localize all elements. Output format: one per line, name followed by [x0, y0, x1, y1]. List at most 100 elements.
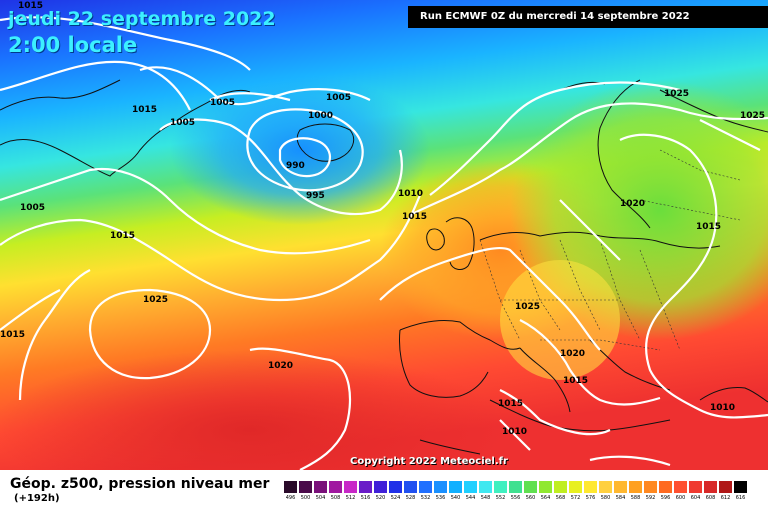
legend-swatch: [508, 480, 523, 494]
legend-label: 588: [630, 495, 641, 501]
low-pressure-core: [170, 75, 430, 225]
legend-swatch: [478, 480, 493, 494]
coastlines: [0, 79, 768, 455]
legend-label: 564: [540, 495, 551, 501]
legend-label: 592: [645, 495, 656, 501]
country-borders: [479, 149, 741, 351]
legend-swatch: [418, 480, 433, 494]
legend-swatch: [433, 480, 448, 494]
legend-swatch: [688, 480, 703, 494]
legend-label: 544: [465, 495, 476, 501]
legend-label: 576: [585, 495, 596, 501]
legend-swatch: [568, 480, 583, 494]
legend-swatch: [718, 480, 733, 494]
forecast-date: jeudi 22 septembre 2022: [8, 8, 276, 30]
legend-swatch: [358, 480, 373, 494]
legend-swatch: [298, 480, 313, 494]
isobar-label: 995: [306, 191, 325, 201]
legend-label: 596: [660, 495, 671, 501]
legend-swatch: [328, 480, 343, 494]
isobar-label: 1015: [110, 231, 135, 241]
legend-swatch: [598, 480, 613, 494]
model-run-label: Run ECMWF 0Z du mercredi 14 septembre 20…: [408, 6, 768, 28]
legend-swatch: [448, 480, 463, 494]
legend-label: 572: [570, 495, 581, 501]
isobar-label: 1015: [563, 376, 588, 386]
isobar-label: 1025: [664, 89, 689, 99]
legend-label: 584: [615, 495, 626, 501]
isobars: [0, 16, 768, 470]
isobar-label: 1010: [398, 189, 423, 199]
legend-swatch: [343, 480, 358, 494]
legend-label: 504: [315, 495, 326, 501]
isobar-label: 1025: [740, 111, 765, 121]
legend-swatch: [613, 480, 628, 494]
legend-label: 528: [405, 495, 416, 501]
legend-swatch: [493, 480, 508, 494]
yellow-band-europe: [500, 260, 620, 380]
isobar-label: 1015: [696, 222, 721, 232]
forecast-lead-time: (+192h): [14, 493, 60, 504]
isobar-label: 1005: [20, 203, 45, 213]
legend-swatch: [733, 480, 748, 494]
legend-swatch: [703, 480, 718, 494]
legend-label: 516: [360, 495, 371, 501]
forecast-time: 2:00 locale: [8, 33, 138, 57]
isobar-label: 1020: [560, 349, 585, 359]
isobar-label: 1015: [18, 1, 43, 11]
legend-label: 536: [435, 495, 446, 501]
isobar-label: 1025: [143, 295, 168, 305]
legend-label: 580: [600, 495, 611, 501]
isobar-label: 1000: [308, 111, 333, 121]
legend-swatch: [673, 480, 688, 494]
isobar-label: 1015: [498, 399, 523, 409]
legend-label: 600: [675, 495, 686, 501]
legend-label: 604: [690, 495, 701, 501]
legend-swatch: [628, 480, 643, 494]
legend-swatch: [313, 480, 328, 494]
isobar-label: 1025: [515, 302, 540, 312]
copyright-notice: Copyright 2022 Meteociel.fr: [350, 456, 508, 467]
isobar-label: 1020: [620, 199, 645, 209]
legend-swatch: [283, 480, 298, 494]
legend-swatch: [658, 480, 673, 494]
isobar-label: 1015: [132, 105, 157, 115]
map-footer: Géop. z500, pression niveau mer (+192h) …: [0, 470, 768, 512]
isobar-label: 1015: [0, 330, 25, 340]
legend-label: 552: [495, 495, 506, 501]
legend-swatch: [403, 480, 418, 494]
isobar-label: 1005: [326, 93, 351, 103]
legend-label: 608: [705, 495, 716, 501]
legend-label: 540: [450, 495, 461, 501]
legend-label: 532: [420, 495, 431, 501]
legend-label: 500: [300, 495, 311, 501]
legend-swatch: [538, 480, 553, 494]
legend-swatch: [373, 480, 388, 494]
legend-swatch: [583, 480, 598, 494]
isobar-label: 1020: [268, 361, 293, 371]
legend-swatch: [643, 480, 658, 494]
legend-label: 568: [555, 495, 566, 501]
isobar-label: 1020: [0, 0, 25, 3]
legend-label: 616: [735, 495, 746, 501]
legend-label: 556: [510, 495, 521, 501]
product-title: Géop. z500, pression niveau mer: [10, 476, 270, 492]
legend-swatch: [463, 480, 478, 494]
legend-swatch: [523, 480, 538, 494]
legend-swatch: [553, 480, 568, 494]
isobar-label: 990: [286, 161, 305, 171]
isobar-label: 1015: [402, 212, 427, 222]
legend-label: 524: [390, 495, 401, 501]
legend-label: 548: [480, 495, 491, 501]
southwest-warm-field: [0, 350, 510, 470]
legend-label: 520: [375, 495, 386, 501]
isobar-label: 1010: [502, 427, 527, 437]
legend-label: 612: [720, 495, 731, 501]
legend-label: 560: [525, 495, 536, 501]
legend-label: 512: [345, 495, 356, 501]
z500-pressure-map: 1015 1015 1005 1005 1005 1000 990 995 10…: [0, 0, 768, 470]
legend-label: 496: [285, 495, 296, 501]
legend-swatch: [388, 480, 403, 494]
isobar-value-labels: 1015 1015 1005 1005 1005 1000 990 995 10…: [0, 0, 765, 437]
